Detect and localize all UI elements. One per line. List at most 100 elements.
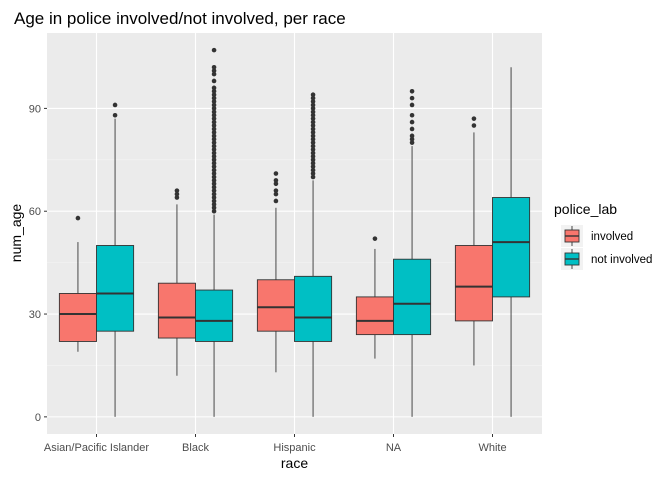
outlier-point [211, 71, 217, 77]
outlier-point [310, 116, 316, 121]
outlier-point [409, 126, 415, 132]
outlier-point [211, 88, 217, 94]
outlier-point [310, 174, 316, 180]
legend-label: not involved [591, 254, 652, 266]
outlier-point [75, 215, 81, 221]
box-layer [58, 47, 531, 417]
outlier-point [211, 171, 217, 176]
outlier-point [310, 147, 316, 152]
outlier-point [211, 99, 217, 104]
outlier-point [211, 133, 217, 139]
outlier-point [310, 167, 316, 173]
outlier-point [310, 157, 316, 163]
outlier-point [211, 164, 217, 169]
outlier-point [211, 102, 217, 108]
box-involved-na [355, 236, 394, 359]
box-iqr [294, 275, 333, 342]
outlier-point [211, 147, 217, 152]
chart-title: Age in police involved/not involved, per… [14, 9, 346, 28]
box-iqr [157, 282, 196, 339]
x-tick-label: Hispanic [273, 442, 316, 454]
outlier-point [310, 99, 316, 104]
outlier-point [211, 78, 217, 84]
x-tick-label: Black [182, 442, 209, 454]
legend-item-involved: involved [561, 225, 633, 247]
outlier-point [273, 181, 279, 187]
outlier-point [310, 150, 316, 156]
box-iqr [355, 296, 394, 336]
grid-lines [47, 33, 542, 434]
x-tick-label: White [478, 442, 506, 454]
box-iqr [454, 245, 493, 322]
outlier-point [310, 133, 316, 139]
outlier-point [211, 160, 217, 166]
box-not-involved-white [492, 67, 531, 417]
y-tick-label: 0 [35, 412, 41, 424]
outlier-point [211, 116, 217, 121]
outlier-point [211, 68, 217, 74]
outlier-point [409, 88, 415, 94]
legend-title: police_lab [554, 201, 617, 217]
outlier-point [409, 102, 415, 108]
outlier-point [310, 160, 316, 166]
outlier-point [409, 136, 415, 142]
outlier-point [310, 123, 316, 128]
outlier-point [273, 188, 279, 193]
box-not-involved-black [195, 47, 234, 417]
outlier-point [310, 154, 316, 159]
y-tick-label: 90 [29, 103, 41, 115]
outlier-point [174, 195, 180, 200]
outlier-point [174, 188, 180, 193]
outlier-point [310, 171, 316, 176]
box-not-involved-na [393, 88, 432, 417]
legend-label: involved [591, 231, 633, 243]
outlier-point [211, 92, 217, 97]
outlier-point [409, 140, 415, 145]
box-iqr [256, 279, 295, 332]
outlier-point [471, 116, 477, 121]
outlier-point [409, 119, 415, 125]
outlier-point [310, 102, 316, 108]
outlier-point [409, 133, 415, 139]
outlier-point [310, 119, 316, 125]
axes: 0 30 60 90 Asian/Pacific Islander Black Hispan… [29, 103, 507, 454]
box-not-involved-hispanic [294, 92, 333, 417]
box-involved-asian-pacific-islander [58, 215, 97, 352]
outlier-point [211, 157, 217, 163]
outlier-point [310, 112, 316, 118]
outlier-point [211, 174, 217, 180]
outlier-point [211, 184, 217, 190]
outlier-point [211, 150, 217, 156]
outlier-point [211, 178, 217, 183]
outlier-point [310, 126, 316, 132]
box-iqr [492, 197, 531, 298]
outlier-point [211, 95, 217, 101]
outlier-point [211, 154, 217, 159]
box-iqr [393, 258, 432, 336]
outlier-point [310, 92, 316, 97]
outlier-point [310, 136, 316, 142]
outlier-point [112, 112, 118, 118]
outlier-point [211, 119, 217, 125]
outlier-point [211, 85, 217, 91]
outlier-point [211, 191, 217, 197]
outlier-point [372, 236, 378, 241]
outlier-point [211, 64, 217, 70]
outlier-point [409, 95, 415, 101]
legend: police_lab involved not involved [554, 201, 652, 270]
outlier-point [211, 126, 217, 132]
x-tick-label: Asian/Pacific Islander [44, 442, 149, 454]
outlier-point [211, 140, 217, 145]
outlier-point [211, 112, 217, 118]
outlier-point [112, 102, 118, 108]
y-tick-label: 30 [29, 309, 41, 321]
outlier-point [310, 95, 316, 101]
box-iqr [58, 293, 97, 342]
box-iqr [96, 245, 135, 332]
outlier-point [211, 208, 217, 214]
outlier-point [310, 130, 316, 135]
box-iqr [195, 289, 234, 342]
outlier-point [174, 191, 180, 197]
outlier-point [310, 106, 316, 111]
